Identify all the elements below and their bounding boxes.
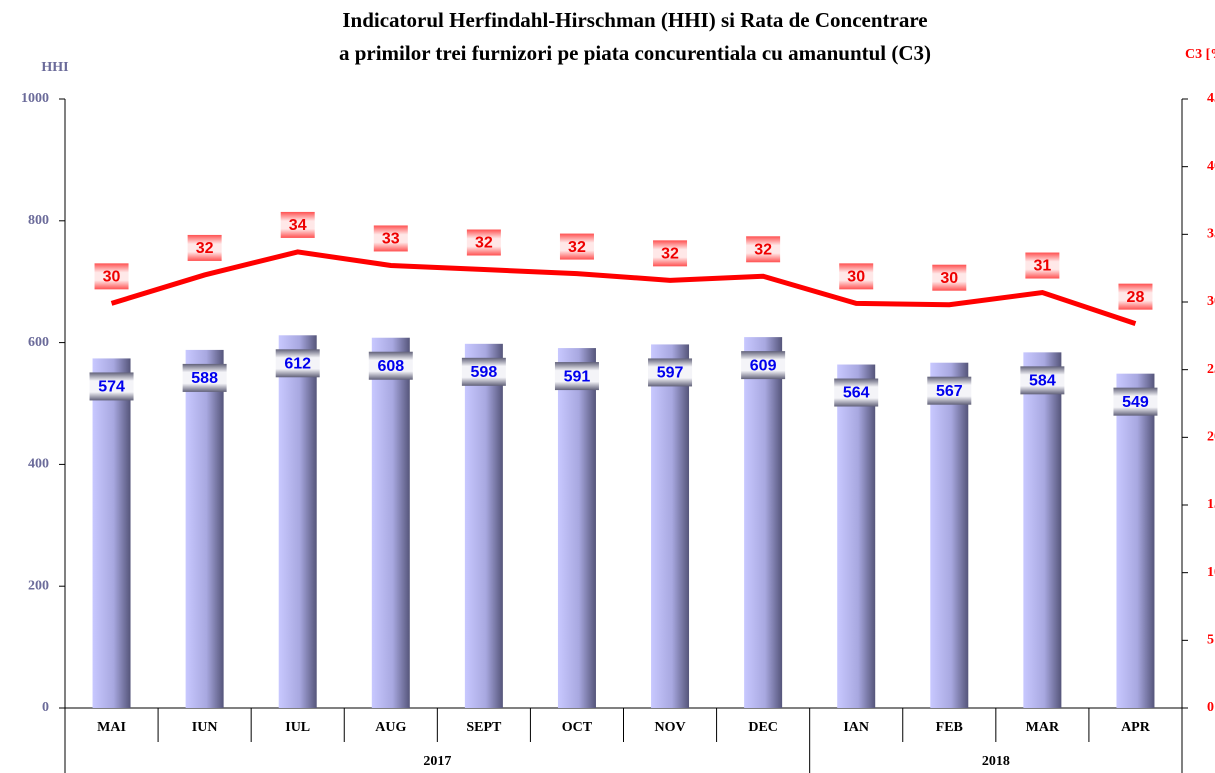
line-label: 30	[940, 270, 958, 287]
y2-tick-label: 25	[1207, 362, 1215, 377]
bar-label-box	[1020, 366, 1065, 395]
bar-label: 608	[377, 358, 404, 375]
line-label: 33	[382, 231, 400, 248]
line-label-box	[559, 233, 594, 260]
x-tick-label: AUG	[375, 720, 406, 735]
bar	[651, 344, 690, 708]
y2-tick-label: 40	[1207, 159, 1215, 174]
bar-label-box	[461, 357, 506, 386]
line-label: 30	[103, 269, 121, 286]
bar	[185, 349, 224, 708]
line-label-box	[653, 240, 688, 267]
line-label: 32	[754, 242, 772, 259]
x-tick-label: NOV	[654, 720, 685, 735]
bar	[1023, 352, 1062, 708]
bar-label-box	[741, 351, 786, 380]
y2-tick-label: 20	[1207, 430, 1215, 445]
x-group-label: 2017	[423, 754, 451, 769]
y2-tick-label: 30	[1207, 294, 1215, 309]
x-tick-label: FEB	[936, 720, 963, 735]
bar-label: 591	[564, 368, 591, 385]
bar	[837, 364, 876, 708]
bar	[92, 358, 131, 708]
bar-label: 609	[750, 357, 777, 374]
x-tick-label: IUN	[192, 720, 218, 735]
x-tick-label: DEC	[748, 720, 778, 735]
bar-label: 564	[843, 385, 870, 402]
y2-tick-label: 45	[1207, 91, 1215, 106]
bar-label: 598	[471, 364, 498, 381]
line-label-box	[839, 263, 874, 290]
bar-label: 549	[1122, 394, 1149, 411]
bar-label-box	[368, 351, 413, 380]
x-tick-label: IAN	[843, 720, 869, 735]
y-tick-label: 0	[42, 700, 49, 715]
bar-label: 567	[936, 383, 963, 400]
bar-label: 597	[657, 365, 684, 382]
bar-label-box	[89, 372, 134, 401]
bar-label-box	[648, 358, 693, 387]
line-label: 32	[568, 239, 586, 256]
line-label: 28	[1127, 289, 1145, 306]
bar-label: 588	[191, 370, 218, 387]
y2-tick-label: 35	[1207, 227, 1215, 242]
bar-label-box	[1113, 387, 1158, 416]
line-label: 32	[661, 246, 679, 263]
bar-label-box	[834, 378, 879, 407]
line	[110, 249, 1137, 327]
y-tick-label: 1000	[21, 91, 49, 106]
x-tick-label: OCT	[562, 720, 593, 735]
line-label-box	[746, 236, 781, 263]
x-tick-label: MAR	[1026, 720, 1060, 735]
y-tick-label: 600	[28, 335, 49, 350]
bar	[1116, 373, 1155, 708]
line-label: 32	[196, 240, 214, 257]
bar	[464, 343, 503, 708]
line-label-box	[373, 225, 408, 252]
bar-label: 584	[1029, 373, 1056, 390]
bar	[557, 348, 596, 708]
x-tick-label: SEPT	[466, 720, 502, 735]
bar-label: 574	[98, 379, 125, 396]
line-label-box	[187, 234, 222, 261]
bar-label-box	[182, 363, 227, 392]
bar-label-box	[927, 376, 972, 405]
y-tick-label: 400	[28, 457, 49, 472]
bar	[744, 337, 783, 708]
y2-axis-title: C3 [%]	[1185, 47, 1215, 62]
x-tick-label: APR	[1121, 720, 1151, 735]
y2-tick-label: 0	[1207, 700, 1214, 715]
x-tick-label: IUL	[285, 720, 310, 735]
line-label-box	[280, 211, 315, 238]
line-label: 30	[847, 269, 865, 286]
line-label-box	[932, 264, 967, 291]
y-axis-title: HHI	[41, 60, 68, 75]
bar	[371, 337, 410, 708]
line-label-box	[466, 229, 501, 256]
x-tick-label: MAI	[97, 720, 126, 735]
bar	[278, 335, 317, 708]
line-label: 34	[289, 217, 307, 234]
bar-label-box	[554, 362, 599, 391]
bar-label: 612	[284, 356, 311, 373]
line-label: 32	[475, 235, 493, 252]
bar	[930, 362, 969, 708]
y-tick-label: 800	[28, 213, 49, 228]
line-label-box	[1025, 252, 1060, 279]
line-label: 31	[1033, 258, 1051, 275]
chart-title: Indicatorul Herfindahl-Hirschman (HHI) s…	[342, 8, 927, 32]
line-label-box	[1118, 283, 1153, 310]
y2-tick-label: 15	[1207, 497, 1215, 512]
line-label-box	[94, 263, 129, 290]
y2-tick-label: 10	[1207, 565, 1215, 580]
bar-label-box	[275, 349, 320, 378]
y-tick-label: 200	[28, 578, 49, 593]
chart-title: a primilor trei furnizori pe piata concu…	[339, 41, 931, 65]
x-group-label: 2018	[982, 754, 1010, 769]
y2-tick-label: 5	[1207, 633, 1214, 648]
